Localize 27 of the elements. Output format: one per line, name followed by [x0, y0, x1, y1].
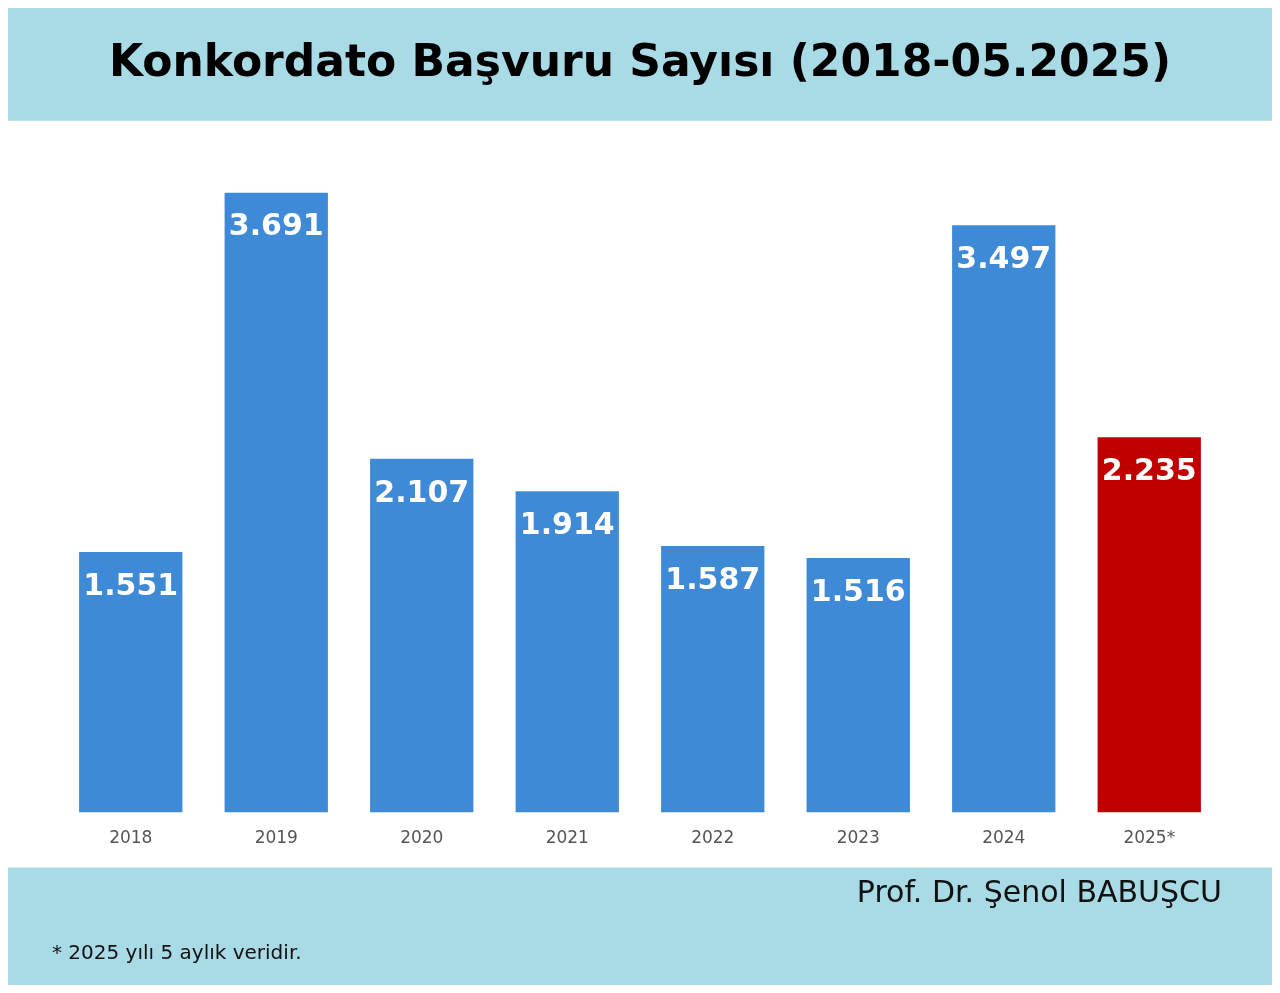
data-label: 3.691	[228, 207, 324, 243]
x-tick-label: 2023	[836, 827, 880, 848]
bar	[79, 552, 183, 813]
data-label: 2.235	[1101, 452, 1197, 488]
text: * 2025 yılı 5 aylık veridir.	[52, 940, 302, 965]
data-label: 1.914	[519, 505, 615, 541]
bar	[806, 557, 910, 813]
x-tick-label: 2019	[254, 827, 298, 848]
x-tick-label: 2018	[109, 827, 153, 848]
bar	[515, 491, 619, 813]
bar	[1097, 437, 1201, 813]
data-label: 2.107	[374, 473, 470, 509]
x-tick-label: 2024	[982, 827, 1026, 848]
bar	[952, 225, 1056, 813]
x-tick-label: 2021	[545, 827, 589, 848]
bar	[224, 192, 328, 813]
data-label: 1.551	[83, 566, 179, 602]
x-tick-label: 2020	[400, 827, 444, 848]
chart-title: Konkordato Başvuru Sayısı (2018-05.2025)	[108, 34, 1172, 86]
x-tick-label: 2022	[691, 827, 735, 848]
data-label: 1.587	[665, 560, 761, 596]
text: Prof. Dr. Şenol BABUŞCU	[856, 873, 1222, 909]
data-label: 3.497	[956, 240, 1052, 276]
bar	[370, 458, 474, 813]
x-tick-label: 2025*	[1123, 827, 1176, 848]
data-label: 1.516	[810, 572, 906, 608]
bar	[661, 546, 765, 813]
